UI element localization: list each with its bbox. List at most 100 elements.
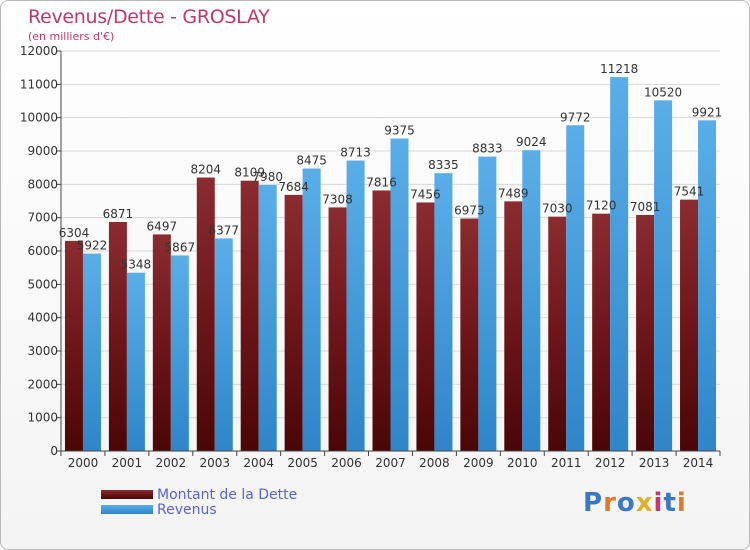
bar-dette	[636, 214, 655, 451]
data-label-revenus: 8475	[296, 154, 327, 168]
x-tick-label: 2007	[375, 456, 406, 470]
data-label-revenus: 9772	[560, 110, 591, 124]
legend-item-revenus: Revenus	[101, 501, 297, 518]
bar-revenus	[346, 160, 365, 452]
bar-dette	[592, 213, 611, 451]
bar-revenus	[82, 253, 101, 451]
data-label-revenus: 9024	[516, 135, 547, 149]
data-label-dette: 6304	[59, 226, 90, 240]
bar-layer	[64, 77, 717, 452]
bar-revenus	[214, 238, 233, 451]
data-label-revenus: 8713	[340, 146, 371, 160]
bar-revenus	[170, 255, 189, 451]
bar-revenus	[390, 138, 409, 451]
bar-dette	[460, 218, 479, 451]
bar-dette	[284, 194, 303, 451]
x-tick-label: 2009	[463, 456, 494, 470]
x-tick-label: 2006	[331, 456, 362, 470]
data-label-revenus: 9375	[384, 124, 415, 138]
y-tick-label: 9000	[27, 144, 58, 158]
data-label-dette: 8204	[190, 163, 221, 177]
chart-title: Revenus/Dette - GROSLAY	[28, 6, 270, 28]
y-tick-label: 0	[50, 444, 58, 458]
legend-swatch-revenus	[101, 505, 153, 514]
bar-revenus	[610, 77, 629, 452]
bar-dette	[64, 240, 83, 451]
x-tick-label: 2001	[112, 456, 143, 470]
bar-revenus	[434, 173, 453, 451]
legend-item-dette: Montant de la Dette	[101, 486, 298, 503]
bar-revenus	[654, 100, 673, 451]
proxiti-logo: Proxiti	[583, 488, 687, 518]
y-tick-label: 10000	[20, 111, 58, 125]
bar-revenus	[698, 120, 717, 452]
data-label-revenus: 5922	[77, 239, 108, 253]
data-label-revenus: 9921	[692, 105, 723, 119]
data-label-revenus: 5348	[121, 258, 152, 272]
y-tick-label: 12000	[20, 44, 58, 58]
bar-dette	[196, 177, 215, 452]
data-label-dette: 7308	[322, 192, 353, 206]
y-tick-label: 11000	[20, 77, 58, 91]
x-tick-label: 2000	[68, 456, 99, 470]
data-label-dette: 7120	[586, 199, 617, 213]
x-tick-label: 2014	[683, 456, 714, 470]
x-tick-label: 2010	[507, 456, 538, 470]
data-label-revenus: 6377	[208, 223, 239, 237]
data-label-dette: 7030	[542, 202, 573, 216]
y-tick-label: 1000	[27, 411, 58, 425]
y-tick-label: 5000	[27, 277, 58, 291]
bar-revenus	[566, 125, 585, 452]
data-label-dette: 7081	[630, 200, 661, 214]
data-label-dette: 7541	[674, 185, 705, 199]
bar-revenus	[258, 185, 277, 451]
data-label-dette: 6973	[454, 204, 485, 218]
data-label-revenus: 10520	[644, 85, 682, 99]
bar-dette	[548, 216, 567, 451]
x-tick-label: 2011	[551, 456, 582, 470]
data-label-revenus: 11218	[600, 62, 638, 76]
x-tick-label: 2008	[419, 456, 450, 470]
data-label-dette: 7684	[278, 180, 309, 194]
bar-dette	[240, 180, 259, 451]
data-label-revenus: 8833	[472, 142, 503, 156]
axis-layer: 0 1000 2000 3000 4000 5000 6000 7000 8000 9000 100…	[20, 44, 721, 470]
y-tick-label: 2000	[27, 377, 58, 391]
data-label-dette: 6497	[147, 219, 178, 233]
bar-dette	[504, 201, 523, 451]
bar-dette	[108, 221, 127, 451]
x-tick-label: 2002	[156, 456, 187, 470]
x-tick-label: 2012	[595, 456, 626, 470]
bar-dette	[416, 202, 435, 451]
data-label-revenus: 7980	[252, 170, 283, 184]
y-tick-label: 8000	[27, 177, 58, 191]
bar-revenus	[478, 156, 497, 452]
bar-revenus	[126, 272, 145, 451]
bar-revenus	[522, 150, 541, 451]
data-label-dette: 7816	[366, 175, 397, 189]
bar-dette	[152, 234, 171, 451]
x-tick-label: 2004	[243, 456, 274, 470]
legend-label-dette: Montant de la Dette	[157, 486, 298, 503]
data-label-dette: 8109	[234, 166, 265, 180]
bar-dette	[372, 190, 391, 451]
legend-label-revenus: Revenus	[157, 501, 217, 518]
bar-revenus	[302, 168, 321, 451]
bar-dette	[328, 207, 347, 451]
data-label-dette: 6871	[103, 207, 134, 221]
y-tick-label: 6000	[27, 244, 58, 258]
data-label-dette: 7456	[410, 187, 441, 201]
bar-dette	[680, 199, 699, 451]
x-tick-label: 2013	[639, 456, 670, 470]
y-tick-label: 4000	[27, 311, 58, 325]
chart-subtitle: (en milliers d'€)	[28, 30, 115, 43]
y-tick-label: 3000	[27, 344, 58, 358]
data-label-dette: 7489	[498, 186, 529, 200]
y-tick-label: 7000	[27, 211, 58, 225]
data-label-revenus: 8335	[428, 158, 459, 172]
legend: Montant de la Dette Revenus	[101, 486, 298, 518]
x-tick-label: 2003	[199, 456, 230, 470]
